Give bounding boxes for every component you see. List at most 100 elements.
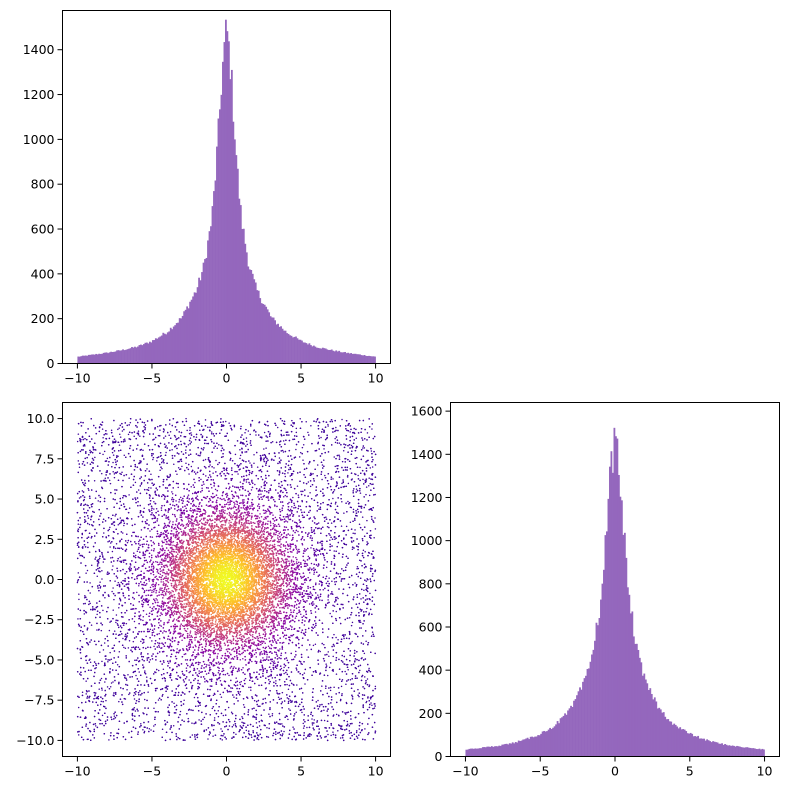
scatter-point <box>190 709 192 711</box>
scatter-point <box>128 424 130 426</box>
scatter-point <box>342 603 344 606</box>
scatter-point <box>107 540 109 543</box>
scatter-point <box>290 473 293 475</box>
scatter-point <box>143 421 146 424</box>
scatter-point <box>125 683 127 686</box>
scatter-point <box>116 518 119 521</box>
scatter-point <box>147 683 150 686</box>
scatter-point <box>281 701 284 703</box>
scatter-point <box>133 435 135 437</box>
scatter-point <box>355 462 357 465</box>
scatter-point <box>180 704 183 707</box>
scatter-point <box>110 557 112 559</box>
scatter-point <box>201 425 203 427</box>
scatter-point <box>348 460 351 463</box>
scatter-point <box>326 508 329 511</box>
scatter-point <box>280 459 282 461</box>
scatter-point <box>266 436 269 438</box>
scatter-point <box>369 529 372 532</box>
histogram-bar <box>314 346 317 364</box>
scatter-point <box>344 469 347 471</box>
scatter-point <box>98 557 101 560</box>
scatter-point <box>363 601 365 603</box>
scatter-point <box>76 671 79 673</box>
scatter-point <box>299 451 302 454</box>
scatter-point <box>366 439 368 441</box>
scatter-point <box>358 627 361 629</box>
scatter-point <box>349 714 352 717</box>
histogram-bar <box>225 19 227 364</box>
scatter-point <box>194 721 197 724</box>
scatter-point <box>137 680 140 682</box>
scatter-point <box>340 638 343 640</box>
scatter-point <box>129 447 131 450</box>
histogram-bar <box>232 121 235 364</box>
scatter-point <box>363 567 366 569</box>
scatter-point <box>82 602 85 605</box>
histogram-bar <box>220 94 223 364</box>
scatter-point <box>340 539 343 542</box>
scatter-point <box>241 716 243 718</box>
scatter-point <box>243 713 246 715</box>
scatter-point <box>130 736 133 738</box>
scatter-point <box>372 689 374 692</box>
scatter-point <box>96 465 99 467</box>
scatter-point <box>349 521 352 523</box>
scatter-point <box>313 420 315 422</box>
scatter-point <box>218 723 221 725</box>
scatter-point <box>113 718 115 720</box>
scatter-point <box>113 630 116 632</box>
scatter-point <box>328 655 330 657</box>
scatter-point <box>142 712 144 714</box>
scatter-point <box>372 506 374 509</box>
scatter-point <box>364 481 367 483</box>
scatter-point <box>188 439 191 442</box>
scatter-point <box>135 448 138 450</box>
scatter-point <box>90 515 93 517</box>
scatter-point <box>360 588 363 591</box>
scatter-point <box>215 703 217 705</box>
scatter-point <box>188 454 190 456</box>
scatter-point <box>85 452 87 454</box>
scatter-point <box>341 418 343 421</box>
scatter-point <box>117 626 120 629</box>
histogram-bar <box>83 355 86 364</box>
scatter-point <box>330 702 332 704</box>
scatter-point <box>143 691 145 694</box>
scatter-point <box>306 726 308 729</box>
scatter-point <box>167 706 169 709</box>
scatter-point <box>102 609 104 612</box>
scatter-point <box>351 548 354 551</box>
scatter-point <box>211 451 213 453</box>
scatter-point <box>247 430 250 432</box>
scatter-point <box>337 724 340 726</box>
scatter-point <box>165 685 168 687</box>
scatter-point <box>87 504 89 507</box>
histogram-bar <box>357 354 360 364</box>
histogram-bar <box>214 180 217 364</box>
scatter-point <box>86 628 89 631</box>
scatter-point <box>252 715 255 717</box>
scatter-point <box>143 426 145 428</box>
scatter-point <box>188 432 191 435</box>
scatter-point <box>265 440 267 442</box>
scatter-point <box>372 556 375 558</box>
histogram-bar <box>329 349 332 364</box>
scatter-point <box>169 449 171 452</box>
scatter-point <box>239 448 241 451</box>
scatter-point <box>143 730 146 733</box>
histogram-bar <box>190 299 193 364</box>
scatter-point <box>230 427 232 430</box>
scatter-point <box>351 678 353 680</box>
scatter-point <box>354 716 357 719</box>
scatter-point <box>362 649 364 652</box>
scatter-point <box>110 431 113 434</box>
scatter-point <box>330 489 333 491</box>
scatter-point <box>84 503 87 506</box>
histogram-bar <box>277 323 279 364</box>
scatter-point <box>140 483 143 485</box>
scatter-point <box>97 561 100 564</box>
scatter-point <box>110 429 113 432</box>
scatter-point <box>348 443 351 446</box>
scatter-point <box>361 675 363 678</box>
